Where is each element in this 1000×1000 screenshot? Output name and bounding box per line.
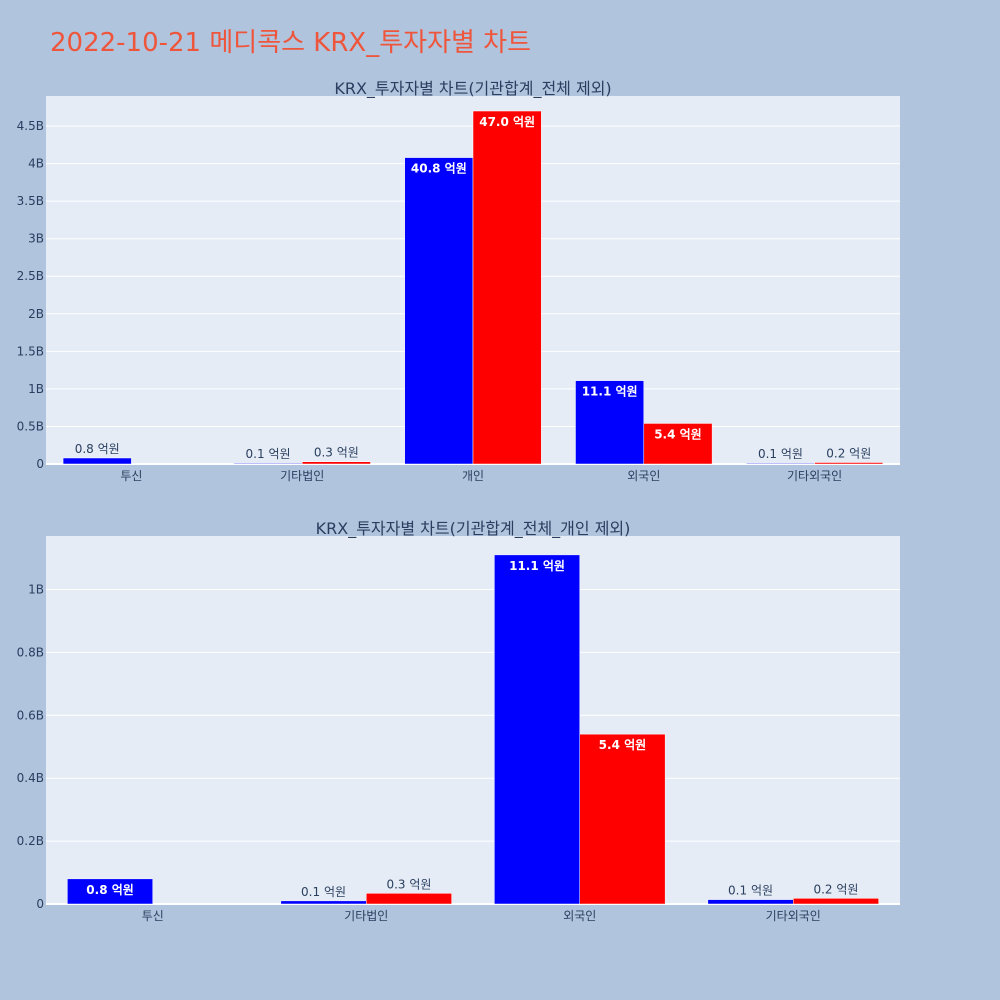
y-tick-label: 2.5B bbox=[17, 269, 44, 283]
bar bbox=[707, 899, 794, 905]
bar bbox=[575, 380, 645, 465]
x-tick-label: 기타외국인 bbox=[787, 469, 842, 483]
data-label: 0.2 억원 bbox=[826, 446, 871, 460]
bar bbox=[579, 733, 666, 905]
y-tick-label: 0.5B bbox=[17, 419, 44, 433]
data-label: 0.1 억원 bbox=[246, 447, 291, 461]
data-label: 40.8 억원 bbox=[411, 162, 467, 176]
data-label: 0.1 억원 bbox=[728, 884, 773, 898]
bar bbox=[404, 157, 474, 465]
data-label: 5.4 억원 bbox=[654, 427, 702, 441]
x-tick-label: 투신 bbox=[120, 469, 142, 483]
data-label: 47.0 억원 bbox=[479, 115, 535, 129]
y-tick-label: 1B bbox=[28, 582, 44, 596]
x-tick-label: 외국인 bbox=[563, 909, 596, 923]
data-label: 0.3 억원 bbox=[386, 877, 431, 891]
data-label: 5.4 억원 bbox=[599, 738, 647, 752]
page-title: 2022-10-21 메디콕스 KRX_투자자별 차트 bbox=[50, 28, 532, 58]
x-tick-label: 외국인 bbox=[627, 469, 660, 483]
bar bbox=[793, 898, 879, 905]
y-tick-label: 0 bbox=[36, 897, 44, 911]
data-label: 0.2 억원 bbox=[813, 882, 858, 896]
data-label: 0.8 억원 bbox=[86, 883, 134, 897]
y-tick-label: 3B bbox=[28, 232, 44, 246]
bar bbox=[494, 554, 581, 905]
y-tick-label: 0.4B bbox=[17, 771, 44, 785]
data-label: 11.1 억원 bbox=[509, 559, 565, 573]
x-tick-label: 기타법인 bbox=[344, 909, 388, 923]
x-tick-label: 기타법인 bbox=[280, 469, 324, 483]
bar bbox=[67, 878, 153, 905]
y-tick-label: 0.8B bbox=[17, 645, 44, 659]
data-label: 0.1 억원 bbox=[758, 447, 803, 461]
chart-subtitle: KRX_투자자별 차트(기관합계_전체 제외) bbox=[334, 79, 611, 99]
bar bbox=[814, 462, 884, 465]
bar bbox=[472, 110, 542, 465]
y-tick-label: 1B bbox=[28, 382, 44, 396]
data-label: 0.8 억원 bbox=[75, 442, 120, 456]
y-tick-label: 1.5B bbox=[17, 344, 44, 358]
plot-area bbox=[46, 536, 900, 904]
x-tick-label: 개인 bbox=[462, 469, 484, 483]
bar bbox=[301, 461, 371, 465]
y-tick-label: 3.5B bbox=[17, 194, 44, 208]
bar bbox=[366, 893, 452, 905]
data-label: 0.3 억원 bbox=[314, 446, 359, 460]
x-tick-label: 기타외국인 bbox=[766, 909, 821, 923]
y-tick-label: 0.2B bbox=[17, 834, 44, 848]
y-tick-label: 4B bbox=[28, 157, 44, 171]
data-label: 0.1 억원 bbox=[301, 885, 346, 899]
bar bbox=[643, 423, 713, 465]
y-tick-label: 4.5B bbox=[17, 119, 44, 133]
chart-investor-all: KRX_투자자별 차트(기관합계_전체 제외) 0 0.5B 1B 1.5B 2B 2.5B… bbox=[17, 79, 900, 483]
y-tick-label: 0.6B bbox=[17, 708, 44, 722]
bar bbox=[62, 457, 132, 465]
y-tick-label: 0 bbox=[36, 457, 44, 471]
y-tick-label: 2B bbox=[28, 307, 44, 321]
data-label: 11.1 억원 bbox=[582, 385, 638, 399]
x-tick-label: 투신 bbox=[142, 909, 164, 923]
bar bbox=[280, 900, 367, 905]
chart-subtitle: KRX_투자자별 차트(기관합계_전체_개인 제외) bbox=[316, 519, 631, 539]
